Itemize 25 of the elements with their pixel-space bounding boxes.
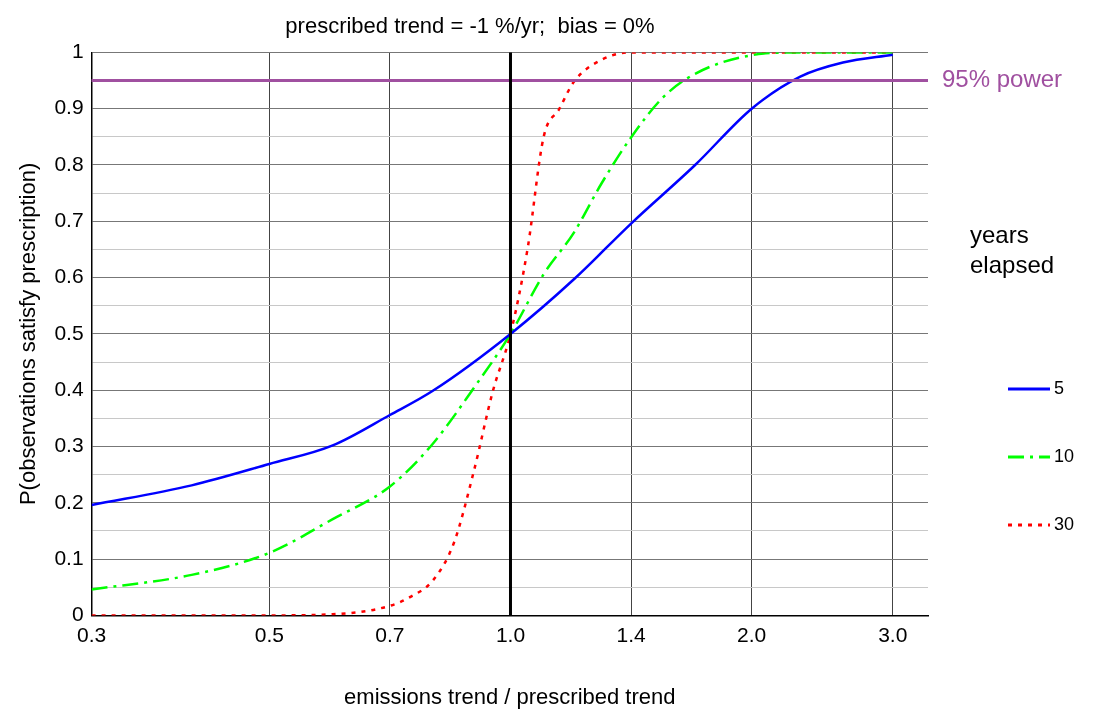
x-tick-label: 1.4 xyxy=(616,622,646,646)
chart-title: prescribed trend = -1 %/yr; bias = 0% xyxy=(285,13,655,39)
legend-title: years elapsed xyxy=(970,220,1056,280)
y-tick-label: 0.1 xyxy=(54,545,84,569)
y-tick-label: 0 xyxy=(71,602,84,626)
y-tick-label: 0.5 xyxy=(54,320,84,344)
legend-label: 5 xyxy=(1054,378,1065,399)
x-axis-title: emissions trend / prescribed trend xyxy=(344,683,676,709)
y-tick-label: 1 xyxy=(71,39,84,63)
y-tick-label: 0.8 xyxy=(54,151,84,175)
y-tick-label: 0.2 xyxy=(54,489,84,513)
x-tick-label: 0.5 xyxy=(254,622,284,646)
y-tick-label: 0.4 xyxy=(54,377,84,400)
x-tick-label: 3.0 xyxy=(878,622,908,646)
x-tick-label: 2.0 xyxy=(737,622,767,646)
legend-label: 30 xyxy=(1054,514,1075,535)
y-tick-label: 0.3 xyxy=(54,433,84,457)
y-axis-title: P(observations satisfy prescription) xyxy=(15,162,41,506)
legend-label: 10 xyxy=(1054,446,1075,467)
y-tick-label: 0.9 xyxy=(54,95,84,119)
x-tick-label: 0.7 xyxy=(375,622,405,646)
ref-line-label: 95% power xyxy=(942,65,1063,93)
x-tick-label: 1.0 xyxy=(495,622,526,646)
y-tick-label: 0.7 xyxy=(54,208,84,232)
y-tick-label: 0.6 xyxy=(54,264,84,288)
